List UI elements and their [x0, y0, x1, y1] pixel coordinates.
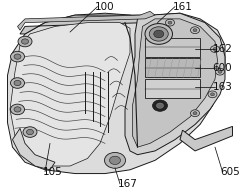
Circle shape	[14, 107, 21, 112]
Circle shape	[10, 104, 24, 115]
Circle shape	[110, 156, 120, 165]
Circle shape	[18, 36, 32, 47]
Polygon shape	[125, 13, 225, 155]
Circle shape	[210, 93, 214, 96]
Bar	[145, 59, 200, 77]
Text: 600: 600	[212, 63, 232, 73]
Circle shape	[218, 70, 222, 73]
Text: 105: 105	[42, 167, 62, 177]
Polygon shape	[8, 13, 225, 173]
Text: 605: 605	[220, 167, 240, 177]
Circle shape	[22, 39, 29, 44]
Circle shape	[193, 112, 197, 115]
Circle shape	[149, 27, 168, 41]
Text: 163: 163	[212, 82, 233, 92]
Text: 162: 162	[212, 44, 233, 54]
Circle shape	[193, 29, 197, 32]
Polygon shape	[180, 126, 233, 151]
Circle shape	[26, 129, 34, 135]
Polygon shape	[20, 15, 150, 34]
Circle shape	[208, 91, 217, 98]
Circle shape	[166, 19, 174, 26]
Circle shape	[210, 46, 220, 52]
Text: 100: 100	[95, 2, 114, 12]
Polygon shape	[10, 23, 130, 166]
Polygon shape	[12, 128, 55, 170]
Circle shape	[14, 54, 21, 59]
Circle shape	[23, 127, 37, 137]
Bar	[145, 79, 200, 98]
Circle shape	[10, 51, 24, 62]
Circle shape	[190, 27, 200, 34]
Bar	[145, 38, 200, 57]
Circle shape	[168, 21, 172, 24]
Circle shape	[190, 110, 200, 117]
Circle shape	[104, 152, 126, 168]
Polygon shape	[132, 19, 218, 147]
Circle shape	[213, 48, 217, 51]
Circle shape	[14, 80, 21, 86]
Text: 167: 167	[118, 179, 138, 189]
Circle shape	[145, 24, 172, 44]
Circle shape	[156, 103, 164, 108]
Circle shape	[152, 100, 168, 111]
Circle shape	[154, 30, 164, 38]
Text: 161: 161	[172, 2, 193, 12]
Circle shape	[216, 68, 224, 75]
Polygon shape	[18, 11, 155, 30]
Circle shape	[10, 78, 24, 88]
